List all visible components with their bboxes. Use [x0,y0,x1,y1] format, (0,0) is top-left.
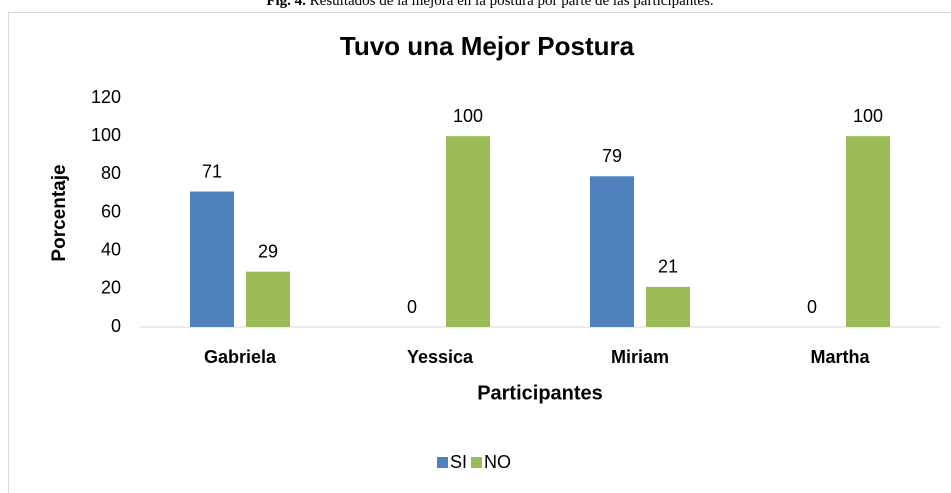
y-tick-label: 40 [101,239,121,259]
data-label: 21 [658,257,678,277]
y-tick-label: 60 [101,201,121,221]
y-axis-label: Porcentaje [49,164,70,261]
y-tick-label: 100 [91,125,121,145]
caption: Fig. 4. Resultados de la mejora en la po… [266,0,713,9]
data-label: 0 [407,297,417,317]
bar [246,271,290,327]
data-label: 71 [202,161,222,181]
bar [190,191,234,327]
x-tick-label: Miriam [611,347,669,367]
bar [446,136,490,327]
y-tick-label: 0 [111,316,121,336]
chart-title: Tuvo una Mejor Postura [340,31,635,61]
x-tick-label: Martha [810,347,870,367]
legend-label: SI [450,452,467,472]
legend-swatch [471,457,483,468]
y-tick-label: 120 [91,87,121,107]
bar [846,136,890,327]
data-label: 0 [807,297,817,317]
data-label: 79 [602,146,622,166]
x-tick-label: Gabriela [204,347,277,367]
data-label: 100 [453,106,483,126]
bar [590,176,634,327]
caption-label: Fig. 4. [266,0,306,9]
y-tick-label: 80 [101,163,121,183]
legend-swatch [437,457,448,468]
bar [646,286,690,327]
caption-text: Resultados de la mejora en la postura po… [310,0,714,9]
y-tick-label: 20 [101,278,121,298]
data-label: 100 [853,106,883,126]
x-axis-label: Participantes [477,382,603,404]
data-label: 29 [258,241,278,261]
legend-label: NO [484,452,511,472]
x-tick-label: Yessica [407,347,474,367]
